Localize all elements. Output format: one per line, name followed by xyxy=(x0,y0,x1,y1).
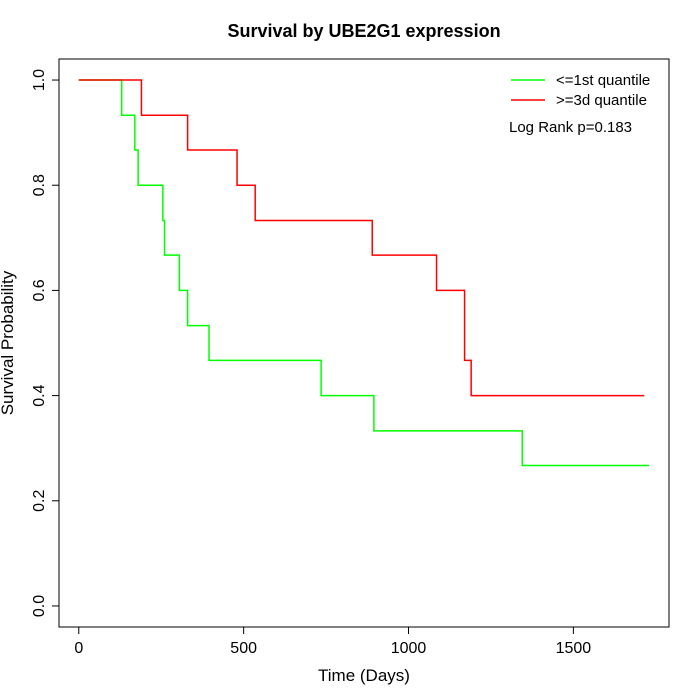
legend-label: <=1st quantile xyxy=(556,72,650,89)
x-axis-label: Time (Days) xyxy=(318,666,410,685)
y-tick-label: 0.8 xyxy=(31,174,48,196)
legend-label: >=3d quantile xyxy=(556,92,647,109)
x-tick-label: 1000 xyxy=(391,640,427,657)
chart-title: Survival by UBE2G1 expression xyxy=(227,21,500,41)
x-tick-label: 500 xyxy=(230,640,257,657)
y-axis-label: Survival Probability xyxy=(0,270,17,415)
series-line-1 xyxy=(78,79,650,467)
x-tick-label: 0 xyxy=(74,640,83,657)
y-tick-label: 0.2 xyxy=(31,490,48,512)
x-axis: 0 500 1000 1500 xyxy=(74,626,592,657)
x-tick-label: 1500 xyxy=(556,640,592,657)
y-tick-label: 0.6 xyxy=(31,279,48,301)
series-line-2 xyxy=(78,79,645,397)
series-layer xyxy=(78,79,650,467)
plot-frame xyxy=(58,58,670,628)
y-tick-label: 0.0 xyxy=(31,595,48,617)
legend: <=1st quantile >=3d quantile xyxy=(511,72,650,109)
y-axis: 0.0 0.2 0.4 0.6 0.8 1.0 xyxy=(31,69,60,617)
y-tick-label: 1.0 xyxy=(31,69,48,91)
log-rank-annotation: Log Rank p=0.183 xyxy=(509,119,632,136)
y-tick-label: 0.4 xyxy=(31,384,48,406)
